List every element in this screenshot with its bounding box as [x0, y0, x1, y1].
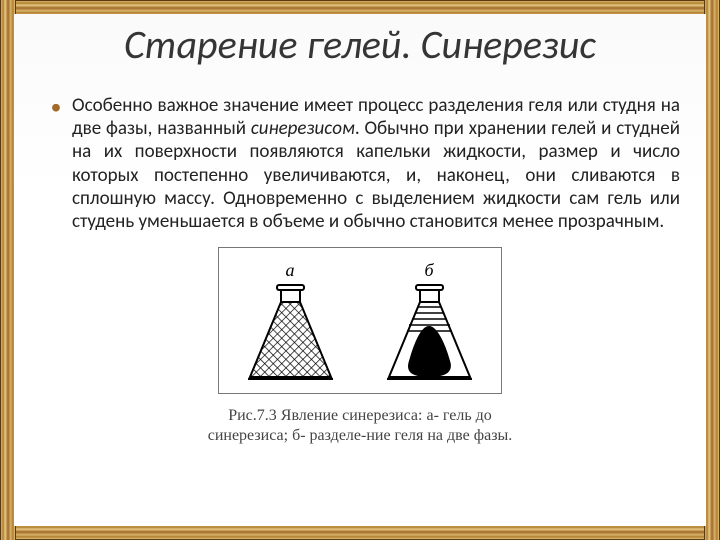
bullet-item: • Особенно важное значение имеет процесс… — [40, 94, 680, 233]
flask-b-svg — [382, 283, 477, 383]
flask-b-label: б — [424, 260, 434, 281]
slide-title: Старение гелей. Синерезис — [40, 22, 680, 72]
figure-caption: Рис.7.3 Явление синерезиса: а- гель до с… — [200, 406, 520, 446]
flasks-row: а — [243, 260, 477, 383]
flask-b: б — [382, 260, 477, 383]
frame-border-bottom — [0, 524, 720, 540]
body-block: • Особенно важное значение имеет процесс… — [40, 94, 680, 233]
body-paragraph: Особенно важное значение имеет процесс р… — [72, 94, 680, 233]
frame-border-right — [704, 0, 720, 540]
bullet-marker: • — [40, 94, 72, 118]
slide-content: Старение гелей. Синерезис • Особенно важ… — [14, 14, 706, 526]
flask-a-label: а — [286, 260, 296, 281]
flask-a: а — [243, 260, 338, 383]
figure-panel: а — [218, 247, 502, 394]
figure: а — [40, 247, 680, 446]
flask-a-svg — [243, 283, 338, 383]
slide: Старение гелей. Синерезис • Особенно важ… — [0, 0, 720, 540]
